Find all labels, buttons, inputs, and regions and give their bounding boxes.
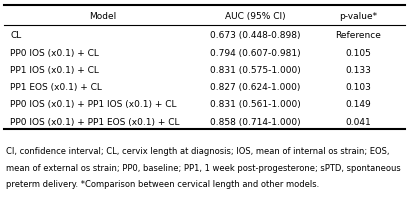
Text: PP0 IOS (x0.1) + CL: PP0 IOS (x0.1) + CL	[10, 48, 99, 57]
Text: AUC (95% CI): AUC (95% CI)	[225, 12, 286, 21]
Text: p-value*: p-value*	[339, 12, 377, 21]
Text: 0.794 (0.607-0.981): 0.794 (0.607-0.981)	[210, 48, 301, 57]
Text: mean of external os strain; PP0, baseline; PP1, 1 week post-progesterone; sPTD, : mean of external os strain; PP0, baselin…	[6, 163, 401, 172]
Text: 0.103: 0.103	[345, 83, 371, 92]
Text: Model: Model	[89, 12, 116, 21]
Text: 0.105: 0.105	[345, 48, 371, 57]
Text: 0.827 (0.624-1.000): 0.827 (0.624-1.000)	[211, 83, 301, 92]
Text: 0.041: 0.041	[345, 117, 371, 126]
Text: PP1 IOS (x0.1) + CL: PP1 IOS (x0.1) + CL	[10, 66, 99, 75]
Text: CL: CL	[10, 31, 22, 40]
Text: PP1 EOS (x0.1) + CL: PP1 EOS (x0.1) + CL	[10, 83, 102, 92]
Text: 0.673 (0.448-0.898): 0.673 (0.448-0.898)	[210, 31, 301, 40]
Text: preterm delivery. *Comparison between cervical length and other models.: preterm delivery. *Comparison between ce…	[6, 180, 319, 188]
Text: 0.831 (0.561-1.000): 0.831 (0.561-1.000)	[210, 100, 301, 109]
Text: Reference: Reference	[335, 31, 381, 40]
Text: 0.149: 0.149	[345, 100, 371, 109]
Text: CI, confidence interval; CL, cervix length at diagnosis; IOS, mean of internal o: CI, confidence interval; CL, cervix leng…	[6, 146, 390, 155]
Text: PP0 IOS (x0.1) + PP1 IOS (x0.1) + CL: PP0 IOS (x0.1) + PP1 IOS (x0.1) + CL	[10, 100, 177, 109]
Text: PP0 IOS (x0.1) + PP1 EOS (x0.1) + CL: PP0 IOS (x0.1) + PP1 EOS (x0.1) + CL	[10, 117, 180, 126]
Text: 0.858 (0.714-1.000): 0.858 (0.714-1.000)	[210, 117, 301, 126]
Text: 0.831 (0.575-1.000): 0.831 (0.575-1.000)	[210, 66, 301, 75]
Text: 0.133: 0.133	[345, 66, 371, 75]
